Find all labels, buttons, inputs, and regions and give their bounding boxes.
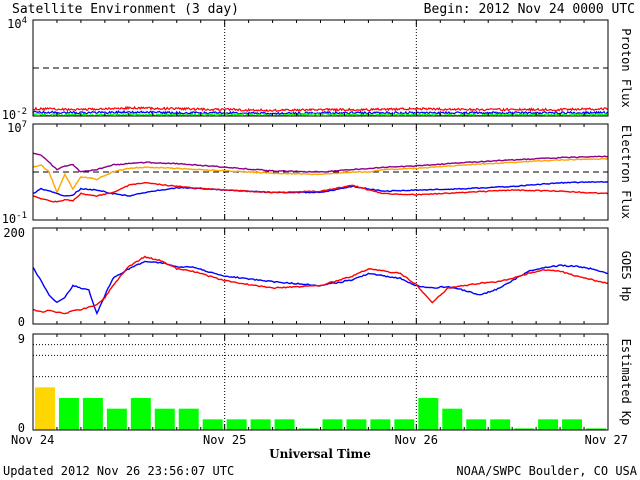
kp-bar-15 [370,419,391,430]
panel-4: 90 [18,332,609,435]
y-tick-label: 200 [3,226,25,240]
series-red-line [32,105,609,113]
y-tick-label: 104 [7,16,27,31]
y-tick-label: 10-1 [2,211,27,226]
y-axis-label-3: GOES Hp [619,251,633,302]
kp-bar-2 [58,398,79,430]
y-axis-label-4: Estimated Kp [619,339,633,426]
kp-bar-11 [274,419,295,430]
series-blue-line [32,260,609,316]
kp-bar-7 [178,408,199,430]
series-orange-line [32,157,609,195]
source-label: NOAA/SWPC Boulder, CO USA [456,464,637,478]
y-tick-label: 9 [18,332,25,346]
y-tick-label: 0 [18,421,25,435]
series-red-line [32,181,609,203]
kp-bar-6 [154,408,175,430]
y-axis-label-1: Proton Flux [619,28,633,107]
y-tick-label: 10-2 [2,107,27,122]
kp-bar-24 [586,428,606,430]
kp-bar-23 [562,419,583,430]
updated-label: Updated 2012 Nov 26 23:56:07 UTC [3,464,234,478]
kp-bar-21 [514,428,535,430]
x-axis-label: Universal Time [269,447,371,461]
kp-bar-3 [82,398,103,430]
series-blue-line [32,180,609,197]
kp-bar-5 [130,398,151,430]
kp-bar-18 [442,408,463,430]
kp-bar-16 [394,419,415,430]
y-tick-label: 107 [7,120,27,135]
kp-bar-14 [346,419,367,430]
panel-frame [32,19,609,117]
x-tick-label-4: Nov 27 [585,433,628,447]
x-tick-label-1: Nov 24 [11,433,54,447]
series-purple-line [32,152,609,173]
kp-bar-13 [322,419,343,430]
kp-bar-8 [202,419,223,430]
y-axis-label-2: Electron Flux [619,125,633,219]
kp-bar-10 [250,419,271,430]
kp-bar-12 [298,428,319,430]
kp-bar-9 [226,419,247,430]
kp-bar-17 [418,398,439,430]
begin-label: Begin: 2012 Nov 24 0000 UTC [424,2,635,17]
series-red-line [32,255,609,315]
panel-1: 104 10-2 [2,16,609,122]
kp-bar-22 [538,419,559,430]
panel-2: 107 10-1 [2,120,609,226]
kp-bar-4 [106,408,127,430]
kp-bar-1 [35,387,55,430]
x-tick-label-3: Nov 26 [395,433,438,447]
panels: 104 10-2 Proton Flux 107 10-1 Electron Flux 20… [2,16,633,447]
kp-bar-19 [466,419,487,430]
chart-title: Satellite Environment (3 day) [12,2,239,17]
kp-bar-20 [490,419,511,430]
y-tick-label: 0 [18,315,25,329]
x-tick-label-2: Nov 25 [203,433,246,447]
